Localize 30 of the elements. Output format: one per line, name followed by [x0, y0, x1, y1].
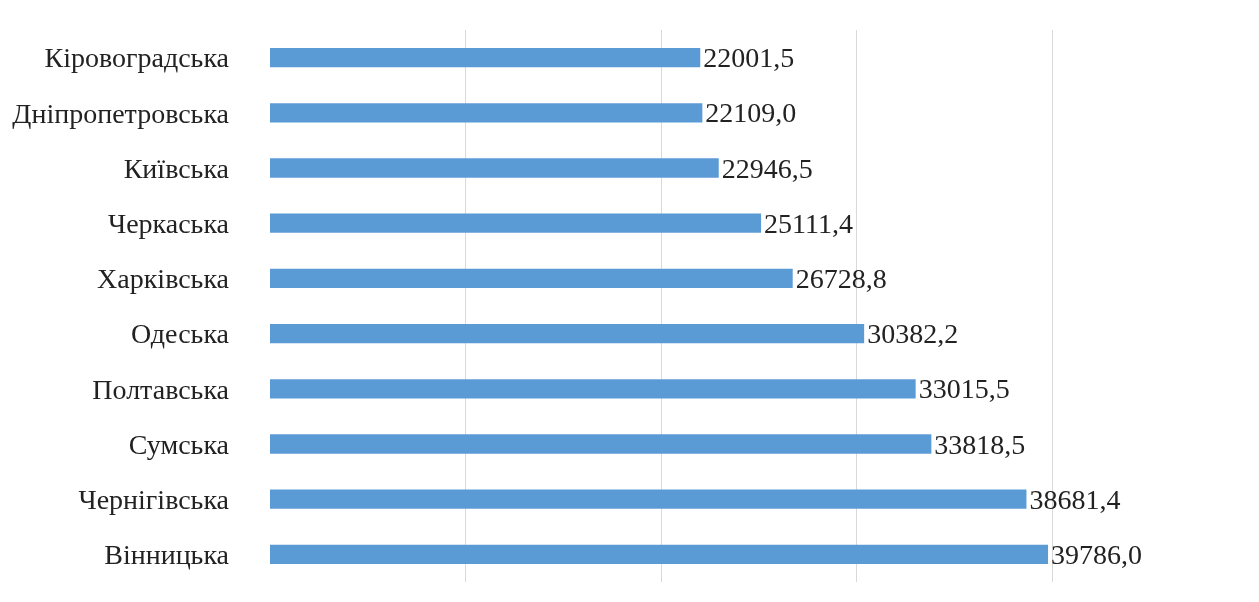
bar [270, 103, 703, 123]
bar [270, 544, 1049, 565]
bar [270, 434, 932, 454]
bar [270, 379, 916, 399]
y-tick-label: Сумська [128, 428, 230, 460]
bar [270, 489, 1027, 509]
data-label: 22001,5 [703, 42, 795, 74]
y-tick-label: Полтавська [92, 373, 230, 405]
data-label: 25111,4 [764, 207, 853, 239]
data-label: 33818,5 [934, 428, 1026, 460]
y-tick-label: Дніпропетровська [12, 97, 230, 129]
y-tick-label: Вінницька [104, 539, 230, 571]
data-label: 22946,5 [721, 152, 813, 184]
y-tick-label: Черкаська [107, 208, 230, 239]
data-label: 30382,2 [867, 318, 959, 350]
y-tick-label: Харківська [97, 263, 230, 295]
y-tick-label: Кіровоградська [44, 42, 230, 74]
y-tick-label: Одеська [130, 318, 230, 350]
data-label: 39786,0 [1051, 538, 1143, 570]
data-label: 33015,5 [918, 373, 1010, 405]
bar [270, 158, 719, 178]
y-tick-label: Чернігівська [78, 484, 230, 515]
data-label: 22109,0 [705, 97, 797, 129]
y-tick-label: Київська [123, 152, 230, 184]
bar [270, 268, 793, 289]
bar [270, 47, 701, 68]
bar [270, 213, 762, 233]
data-label: 38681,4 [1029, 483, 1121, 515]
bar [270, 323, 865, 344]
data-label: 26728,8 [795, 262, 887, 294]
